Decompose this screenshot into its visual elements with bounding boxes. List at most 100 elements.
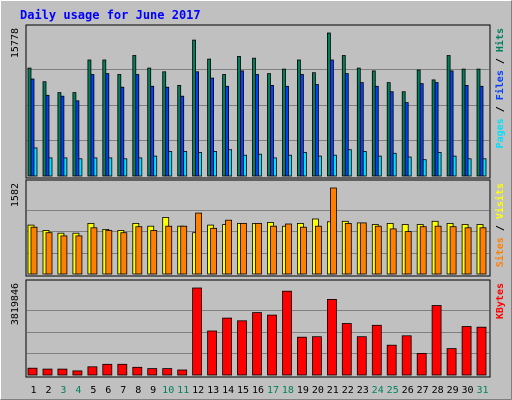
legend-top: Pages / Files / Hits — [494, 28, 506, 148]
chart-panels: 15778 Pages / Files / Hits 1582 Sites / Vis… — [10, 24, 506, 378]
bar-pages-day-20 — [317, 155, 322, 177]
bar-files-day-20 — [314, 84, 319, 177]
day-label-20: 20 — [312, 385, 324, 396]
bar-pages-day-7 — [123, 158, 128, 177]
day-label-17: 17 — [267, 385, 279, 396]
bar-files-day-11 — [180, 95, 185, 177]
bar-kbytes-day-14 — [222, 317, 233, 376]
bar-files-day-31 — [479, 85, 484, 177]
bar-sites-day-18 — [285, 223, 292, 275]
legend-visits: Visits — [494, 183, 506, 219]
bar-hits-day-18 — [282, 68, 286, 177]
bar-files-day-21 — [329, 59, 334, 177]
bar-hits-day-31 — [476, 68, 481, 177]
bar-files-day-13 — [210, 77, 215, 177]
bar-pages-day-26 — [407, 156, 412, 177]
bar-kbytes-day-15 — [237, 320, 247, 376]
bar-files-day-22 — [344, 73, 349, 177]
bar-files-day-24 — [374, 85, 379, 177]
day-label-18: 18 — [282, 385, 294, 396]
bar-kbytes-day-12 — [192, 287, 203, 376]
bar-kbytes-day-10 — [162, 368, 173, 376]
bar-pages-day-6 — [108, 157, 113, 177]
bar-kbytes-day-24 — [371, 324, 382, 376]
bar-hits-day-26 — [401, 91, 406, 177]
bar-sites-day-11 — [180, 225, 188, 275]
bar-files-day-9 — [150, 85, 155, 177]
legend-pages: Pages — [495, 118, 506, 148]
legend-separator: / — [495, 219, 506, 237]
bar-sites-day-15 — [240, 222, 247, 275]
bar-pages-day-13 — [213, 151, 218, 177]
bar-sites-day-17 — [270, 225, 277, 275]
bar-hits-day-23 — [356, 67, 361, 177]
bar-pages-day-22 — [347, 149, 352, 177]
legend-separator: / — [495, 52, 506, 70]
bar-files-day-30 — [464, 85, 469, 177]
bar-files-day-3 — [60, 95, 65, 177]
bar-hits-day-20 — [311, 72, 316, 177]
bar-hits-day-27 — [416, 69, 421, 177]
bar-hits-day-29 — [446, 55, 451, 177]
bar-pages-day-30 — [467, 158, 472, 177]
bar-pages-day-9 — [153, 155, 158, 177]
day-label-9: 9 — [150, 385, 156, 396]
bar-sites-day-31 — [479, 227, 487, 275]
bar-hits-day-28 — [431, 79, 436, 177]
bar-files-day-29 — [449, 70, 454, 177]
chart-title: Daily usage for June 2017 — [20, 8, 201, 22]
bar-files-day-5 — [90, 74, 95, 177]
bar-files-day-28 — [434, 82, 439, 177]
bar-pages-day-24 — [377, 155, 382, 177]
bar-kbytes-day-11 — [177, 369, 188, 376]
bar-sites-day-20 — [314, 225, 322, 275]
bar-files-day-25 — [389, 91, 394, 177]
day-label-28: 28 — [432, 385, 444, 396]
bar-hits-day-3 — [57, 92, 62, 177]
bar-sites-day-29 — [449, 226, 457, 275]
bar-kbytes-day-21 — [326, 298, 337, 376]
legend-files: Files — [494, 70, 506, 100]
day-label-24: 24 — [372, 385, 384, 396]
day-label-22: 22 — [342, 385, 354, 396]
bar-files-day-1 — [30, 78, 35, 177]
bar-files-day-23 — [359, 82, 364, 177]
legend-separator: / — [495, 100, 506, 118]
bar-kbytes-day-23 — [356, 336, 367, 376]
bar-files-day-19 — [299, 74, 304, 177]
bar-hits-day-10 — [162, 71, 167, 177]
bar-hits-day-19 — [296, 59, 301, 177]
legend-sites: Sites — [494, 237, 506, 267]
bar-sites-day-14 — [225, 219, 233, 275]
bar-hits-day-4 — [72, 92, 77, 177]
bar-sites-day-19 — [299, 226, 307, 275]
bar-pages-day-28 — [437, 151, 442, 177]
bar-sites-day-8 — [135, 226, 143, 275]
bar-files-day-16 — [255, 74, 259, 177]
bar-kbytes-day-9 — [147, 368, 158, 376]
bar-kbytes-day-5 — [87, 366, 98, 376]
bar-files-day-12 — [195, 71, 200, 177]
bar-pages-day-14 — [228, 149, 233, 177]
bar-kbytes-day-2 — [42, 368, 53, 376]
legend-kbytes: KBytes — [495, 283, 506, 319]
bar-hits-day-15 — [237, 56, 241, 177]
day-label-29: 29 — [447, 385, 459, 396]
bar-pages-day-21 — [332, 154, 337, 177]
bar-pages-day-17 — [273, 157, 277, 177]
day-label-10: 10 — [162, 385, 174, 396]
bar-sites-day-1 — [30, 226, 38, 275]
bar-sites-day-25 — [389, 228, 397, 275]
bar-pages-day-10 — [168, 151, 173, 177]
bar-hits-day-1 — [27, 67, 32, 177]
bar-sites-day-6 — [105, 230, 113, 275]
bar-kbytes-day-26 — [401, 335, 412, 376]
bar-hits-day-7 — [117, 74, 122, 177]
bar-files-day-18 — [285, 85, 289, 177]
bar-hits-day-30 — [461, 68, 466, 177]
bar-pages-day-25 — [392, 152, 397, 177]
day-label-7: 7 — [120, 385, 126, 396]
day-label-6: 6 — [105, 385, 111, 396]
day-label-30: 30 — [461, 385, 473, 396]
